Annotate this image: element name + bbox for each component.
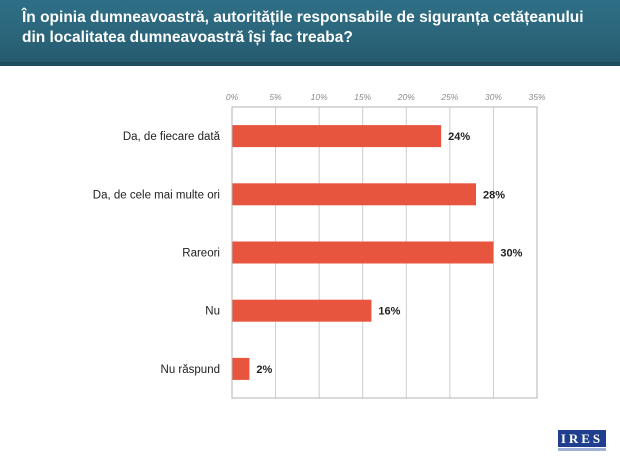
x-tick-label: 20% [397,92,415,102]
category-labels: Da, de fiecare dată Da, de cele mai multe… [93,131,221,376]
x-tick-label: 0% [226,92,239,102]
header-bar [0,0,620,66]
value-label: 16% [378,306,400,318]
x-tick-label: 35% [528,92,545,102]
logo-underline [558,448,606,451]
bar [232,241,494,264]
category-label: Nu [205,306,220,318]
category-label: Nu răspund [161,364,220,376]
bar [232,125,442,148]
page-title: În opinia dumneavoastră, autoritățile re… [22,9,584,46]
bar [232,299,372,322]
value-label: 2% [256,364,272,376]
plot-frame [231,106,538,399]
value-labels: 24% 28% 30% 16% 2% [256,131,522,376]
x-axis-ticks: 0% 5% 10% 15% 20% 25% 30% 35% [226,92,546,102]
header-divider [0,62,620,66]
bar [232,183,476,206]
value-label: 28% [483,189,505,201]
x-tick-label: 25% [440,92,458,102]
ires-logo: IRES [558,430,606,447]
category-label: Da, de fiecare dată [123,131,221,143]
category-label: Rareori [182,248,220,260]
bar [232,357,250,380]
x-tick-label: 30% [485,92,502,102]
bars [232,125,494,380]
value-label: 24% [448,131,470,143]
x-tick-label: 5% [269,92,282,102]
x-tick-label: 10% [311,92,328,102]
category-label: Da, de cele mai multe ori [93,189,220,201]
value-label: 30% [500,248,522,260]
x-tick-label: 15% [354,92,371,102]
